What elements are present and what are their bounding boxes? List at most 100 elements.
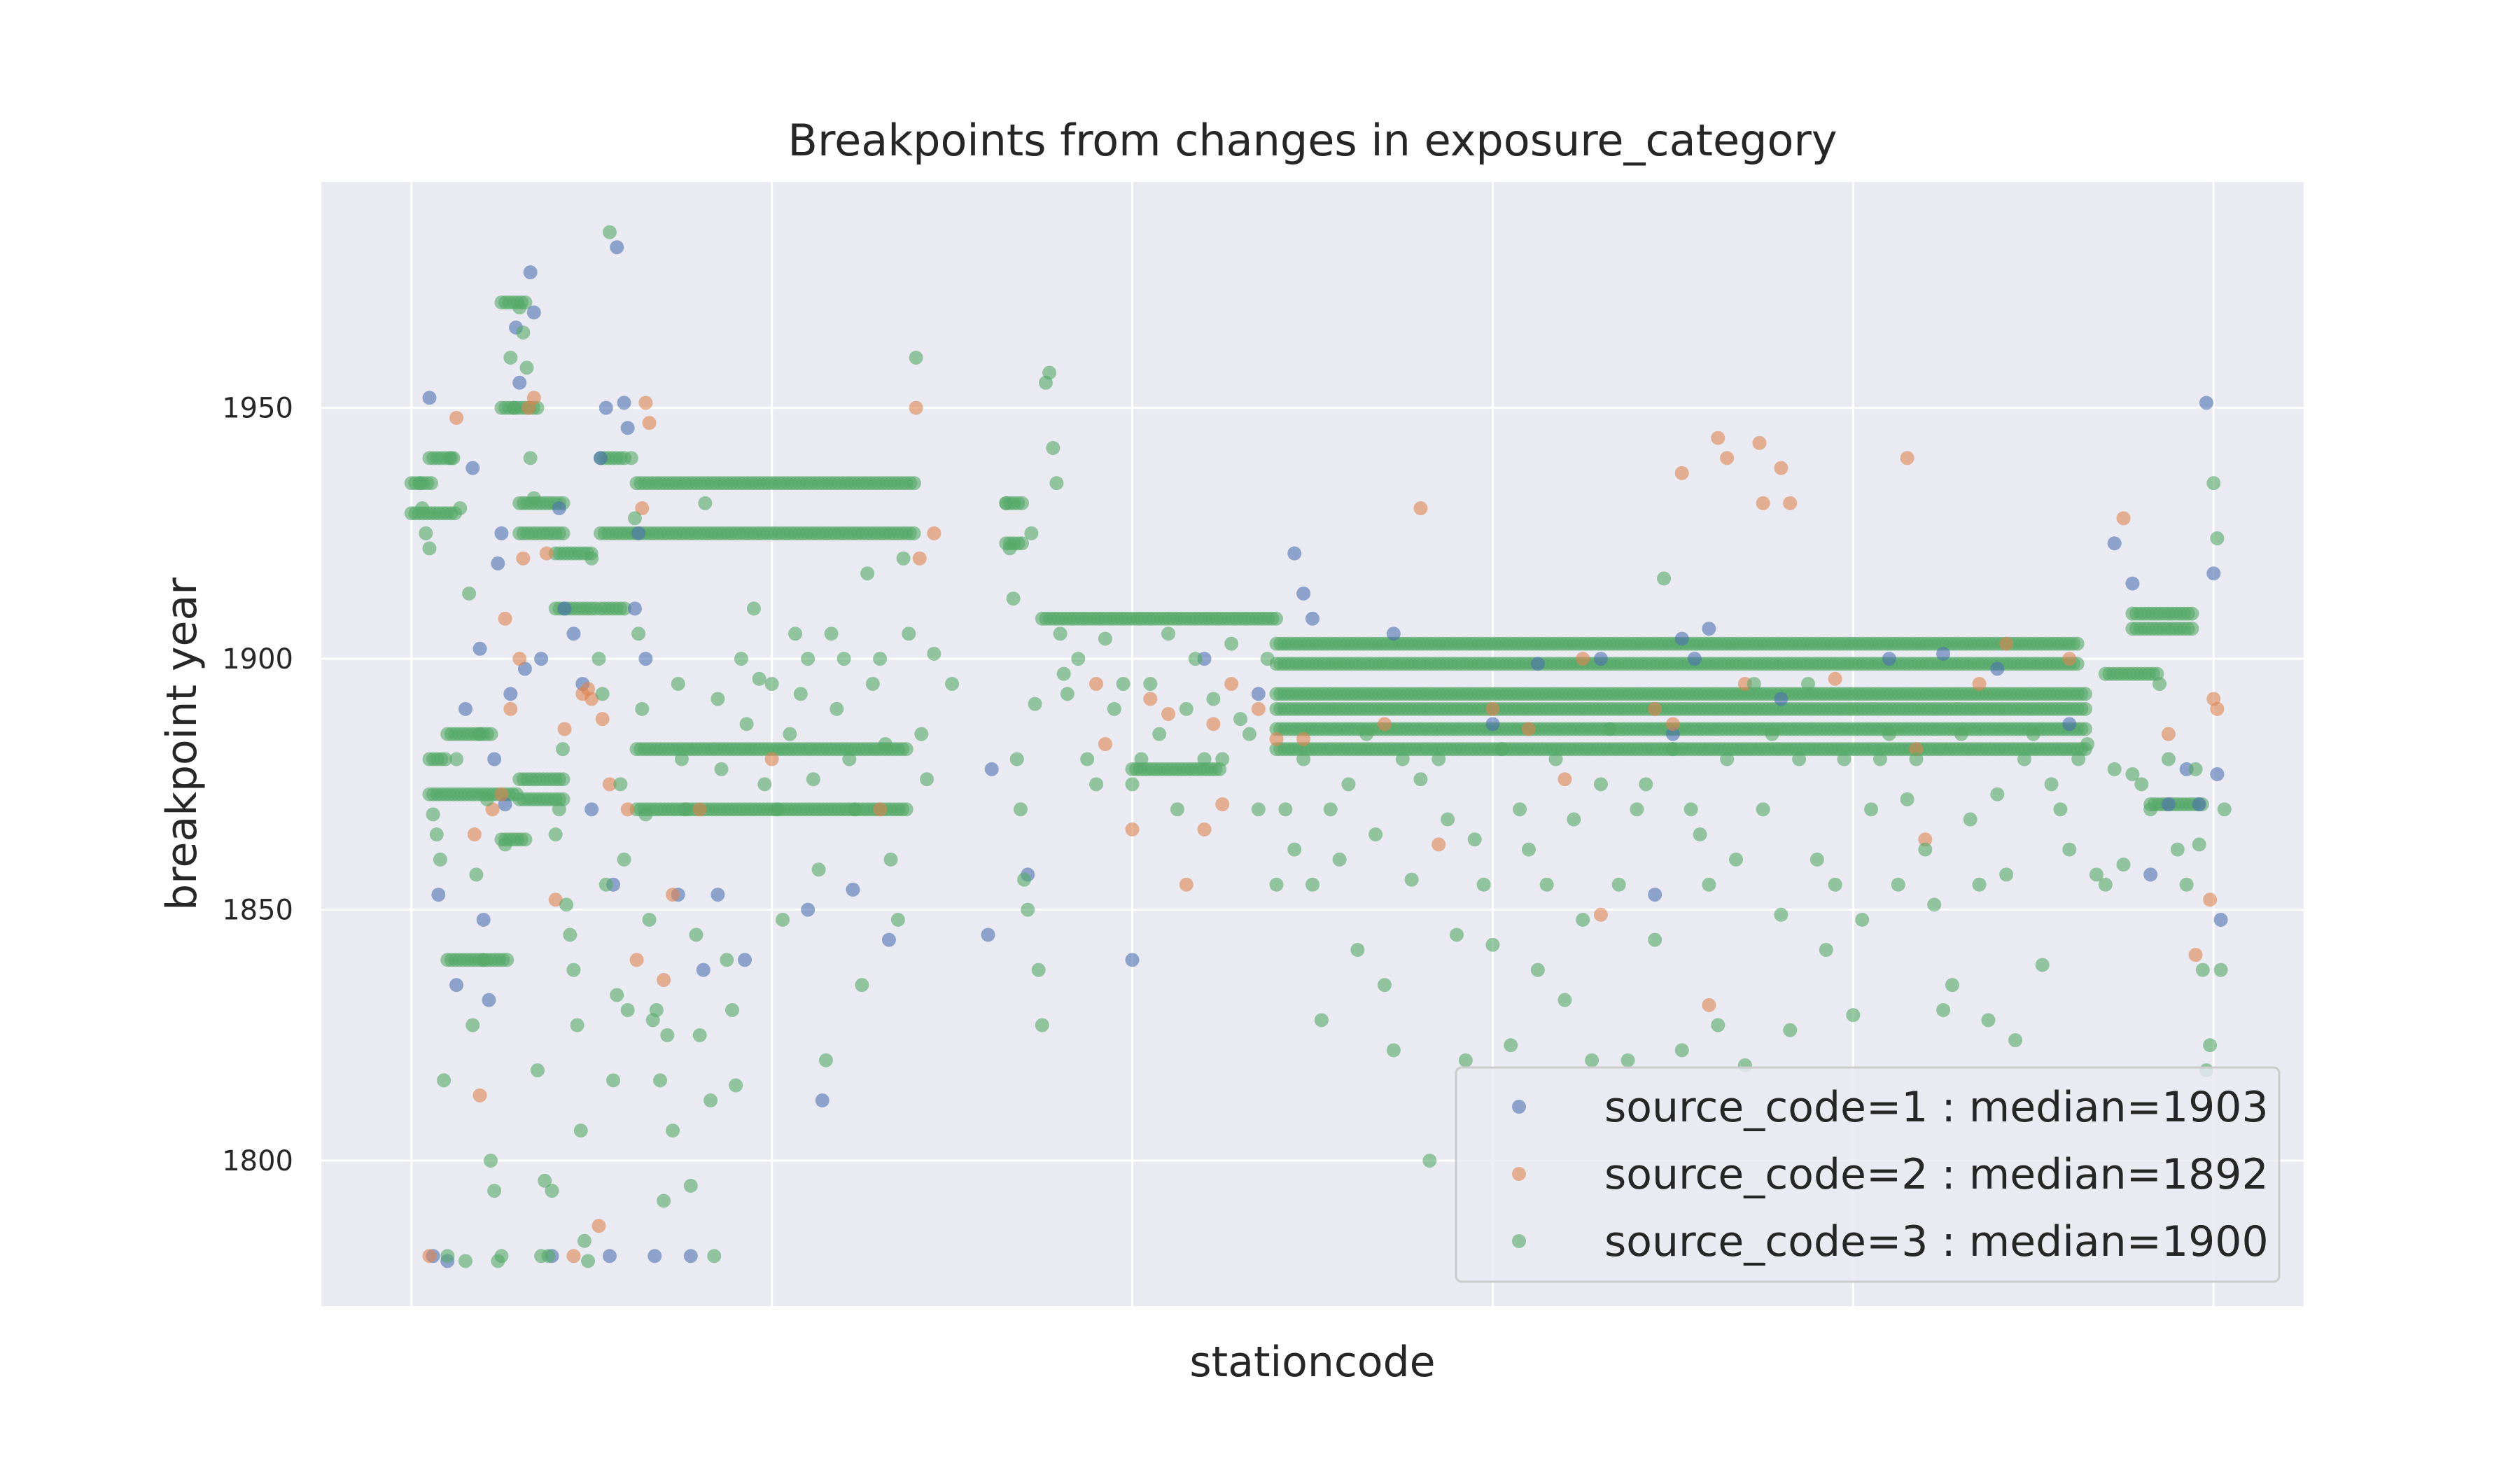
data-point-series-3 [598, 877, 613, 892]
data-point-band [484, 727, 498, 741]
data-point-series-1 [1648, 888, 1662, 902]
legend-item-source-code-2: source_code=2 : median=1892 [1512, 1150, 2269, 1199]
data-point-series-3 [920, 772, 934, 787]
data-point-series-3 [1567, 812, 1581, 827]
data-point-series-2 [2062, 652, 2077, 666]
data-point-series-3 [842, 752, 857, 766]
data-point-series-1 [2161, 797, 2176, 812]
data-point-series-2 [642, 416, 657, 430]
data-point-series-2 [1206, 717, 1221, 732]
data-point-series-1 [1936, 646, 1951, 661]
data-point-series-3 [1792, 752, 1807, 766]
data-point-series-1 [602, 1249, 617, 1264]
data-point-series-1 [2213, 912, 2228, 927]
tick-labels: 1800 1850 1900 1950 [222, 393, 293, 1177]
data-point-series-1 [431, 888, 446, 902]
data-point-series-3 [2210, 531, 2225, 546]
data-point-series-1 [1125, 953, 1140, 967]
data-point-series-2 [629, 953, 644, 967]
data-point-series-3 [1485, 937, 1500, 952]
data-point-series-3 [793, 687, 808, 701]
data-point-band [617, 601, 632, 616]
data-point-series-3 [1287, 842, 1302, 857]
data-point-series-1 [648, 1249, 662, 1264]
data-point-series-3 [1990, 787, 2005, 802]
data-point-series-3 [1060, 687, 1074, 701]
data-point-series-2 [635, 501, 650, 516]
data-point-series-2 [1648, 701, 1662, 716]
data-point-series-2 [503, 701, 518, 716]
data-point-series-3 [1783, 1023, 1798, 1037]
data-point-series-2 [2210, 701, 2225, 716]
data-point-series-2 [498, 611, 512, 626]
data-point-series-3 [2053, 802, 2068, 817]
data-point-series-2 [1783, 496, 1798, 510]
data-point-series-3 [545, 1184, 559, 1198]
data-point-series-1 [1774, 692, 1788, 706]
data-point-series-2 [1752, 435, 1767, 450]
data-point-series-3 [1864, 802, 1879, 817]
data-point-series-1 [422, 391, 437, 405]
data-point-series-3 [610, 988, 624, 1002]
data-point-series-3 [945, 676, 960, 691]
data-point-series-3 [746, 601, 761, 616]
data-point-series-3 [503, 350, 518, 365]
data-point-series-2 [449, 410, 464, 425]
data-point-series-3 [999, 496, 1014, 510]
data-point-series-3 [595, 687, 610, 701]
data-point-series-2 [1125, 822, 1140, 836]
data-point-series-3 [1819, 942, 1833, 957]
data-point-series-3 [752, 671, 766, 686]
data-point-band [2185, 606, 2199, 621]
data-point-series-1 [981, 927, 995, 942]
data-point-series-3 [1306, 877, 1320, 892]
data-point-series-3 [1441, 812, 1455, 827]
data-point-band [1014, 536, 1029, 551]
data-point-series-3 [1494, 742, 1509, 757]
data-point-series-2 [592, 1219, 606, 1233]
data-point-series-3 [581, 1254, 596, 1268]
data-point-series-3 [902, 626, 916, 641]
data-point-series-2 [1098, 737, 1112, 751]
data-point-series-3 [1611, 877, 1626, 892]
data-point-series-3 [671, 676, 685, 691]
data-point-series-3 [1693, 827, 1707, 842]
y-tick-label: 1850 [222, 895, 293, 927]
data-point-series-3 [538, 1173, 552, 1188]
data-point-series-3 [437, 1073, 451, 1088]
data-point-series-1 [2192, 797, 2206, 812]
data-point-series-2 [1972, 676, 1987, 691]
data-point-series-1 [1306, 611, 1320, 626]
data-point-series-2 [422, 1249, 437, 1264]
data-point-series-3 [1801, 676, 1815, 691]
data-point-series-2 [1179, 877, 1194, 892]
data-point-series-2 [526, 391, 541, 405]
data-point-series-2 [620, 802, 635, 817]
data-point-series-3 [1774, 907, 1788, 922]
data-point-series-2 [692, 802, 707, 817]
data-point-series-3 [1332, 852, 1347, 867]
data-point-series-3 [1648, 932, 1662, 947]
data-point-series-3 [1017, 872, 1032, 887]
data-point-series-2 [2203, 892, 2218, 907]
data-point-series-2 [1143, 692, 1158, 706]
data-point-series-3 [1143, 676, 1158, 691]
data-point-series-3 [1729, 852, 1744, 867]
data-point-series-3 [2161, 752, 2176, 766]
data-point-series-2 [2188, 948, 2203, 962]
data-point-series-2 [472, 1088, 487, 1102]
data-point-series-1 [1530, 657, 1545, 671]
data-point-series-3 [573, 1124, 588, 1138]
data-point-series-3 [530, 1063, 545, 1078]
x-axis-label: stationcode [1189, 1338, 1435, 1387]
data-point-series-3 [1179, 701, 1194, 716]
data-point-series-3 [1251, 802, 1266, 817]
data-point-series-2 [602, 777, 617, 792]
data-point-series-3 [1359, 727, 1374, 741]
data-point-series-1 [494, 526, 509, 540]
data-point-series-3 [1837, 752, 1851, 766]
data-point-series-2 [1702, 997, 1716, 1012]
data-point-series-3 [1458, 1053, 1473, 1068]
data-point-series-3 [1296, 752, 1311, 766]
data-point-series-3 [1620, 1053, 1635, 1068]
